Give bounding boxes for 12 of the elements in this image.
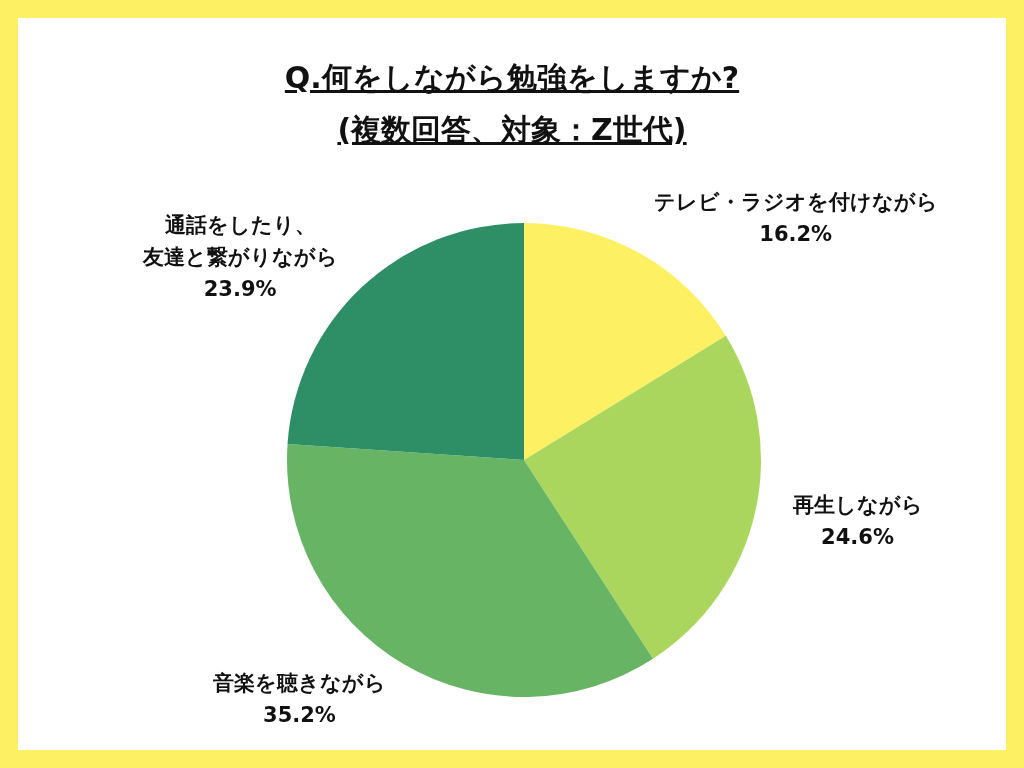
data-label: 16.2% [759,221,833,246]
slice-label: テレビ・ラジオを付けながら [653,189,938,214]
slice-label: 通話をしたり、友達と繋がりながら [141,213,338,270]
pie-slice [524,335,761,659]
pie-slice [524,223,726,460]
slice-label: 音楽を聴きながら [211,671,386,696]
data-label: 24.6% [821,524,894,549]
slice-label: 再生しながら [791,492,923,517]
chart-subtitle: (複数回答、対象：Z世代) [337,112,687,147]
data-label: 23.9% [203,277,277,302]
data-label: 35.2% [263,703,336,728]
chart-title: Q.何をしながら勉強をしますか? [284,60,740,95]
